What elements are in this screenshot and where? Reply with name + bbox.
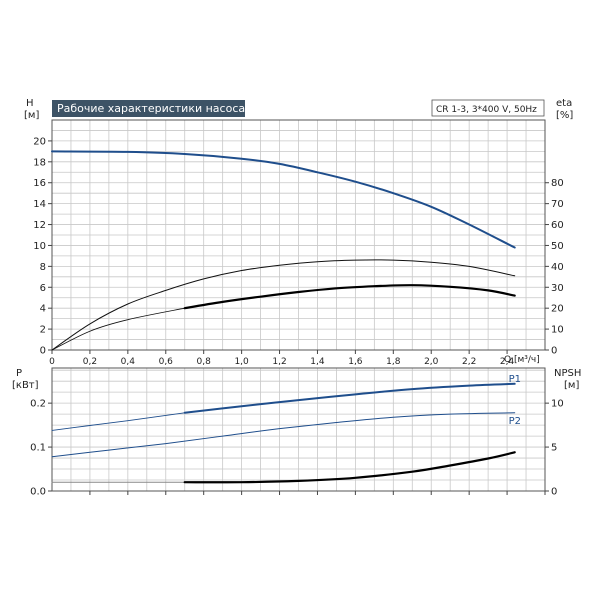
- plot-frame: [51, 119, 546, 351]
- series-line-1-2: [51, 412, 516, 458]
- y-right-tick-label: 80: [551, 178, 564, 189]
- y-left-tick-label: 0: [40, 346, 46, 357]
- bottom-y-right-unit: [м]: [564, 380, 579, 391]
- y-left-tick-label: 12: [33, 220, 46, 231]
- y-right-tick-label: 20: [551, 304, 564, 315]
- x-tick-label: 2,0: [424, 357, 439, 367]
- y-left-tick-label: 4: [40, 304, 46, 315]
- x-tick-label: 0,8: [197, 357, 212, 367]
- series-line-0-2: [51, 307, 186, 351]
- y-left-tick-label: 0.2: [30, 399, 46, 410]
- y-right-tick-label: 30: [551, 283, 564, 294]
- y-left-tick-label: 14: [33, 199, 46, 210]
- top-y-left-unit: [м]: [24, 110, 39, 121]
- chart-subtitle-box: [431, 99, 545, 117]
- chart-title: Рабочие характеристики насоса: [57, 102, 245, 115]
- y-right-tick-label: 60: [551, 220, 564, 231]
- bottom-y-right-label: NPSH: [554, 368, 581, 379]
- bottom-y-left-label: P: [16, 368, 22, 379]
- y-left-tick-label: 18: [33, 157, 46, 168]
- y-right-tick-label: 50: [551, 241, 564, 252]
- y-right-tick-label: 10: [551, 399, 564, 410]
- x-tick-label: 1,4: [310, 357, 325, 367]
- y-left-tick-label: 2: [40, 325, 46, 336]
- top-y-left-label: H: [26, 98, 34, 109]
- y-right-tick-label: 70: [551, 199, 564, 210]
- top-y-right-unit: [%]: [556, 110, 573, 121]
- x-tick-label: 1,0: [234, 357, 249, 367]
- top-y-right-label: eta: [556, 98, 572, 109]
- series-label-p2: P2: [509, 416, 521, 427]
- y-left-tick-label: 10: [33, 241, 46, 252]
- y-right-tick-label: 10: [551, 325, 564, 336]
- y-right-tick-label: 5: [551, 443, 557, 454]
- x-tick-label: 1,6: [348, 357, 363, 367]
- y-left-tick-label: 0.1: [30, 443, 46, 454]
- y-left-tick-label: 0.0: [30, 487, 46, 498]
- x-tick-label: 1,2: [272, 357, 286, 367]
- series-line-0-3: [183, 284, 516, 310]
- chart-title-box: [52, 100, 245, 117]
- series-line-1-0: [51, 412, 186, 431]
- x-tick-label: 2,2: [462, 357, 476, 367]
- x-tick-label: 0,6: [159, 357, 174, 367]
- y-left-tick-label: 8: [40, 262, 46, 273]
- y-left-tick-label: 6: [40, 283, 46, 294]
- y-right-tick-label: 0: [551, 487, 557, 498]
- series-line-0-0: [51, 150, 516, 249]
- x-tick-label: 0: [49, 357, 55, 367]
- y-left-tick-label: 20: [33, 136, 46, 147]
- x-tick-label: 2,4: [500, 357, 515, 367]
- series-label-p1: P1: [509, 374, 521, 385]
- series-line-1-4: [183, 451, 516, 484]
- x-tick-label: 0,4: [121, 357, 136, 367]
- chart-subtitle: CR 1-3, 3*400 V, 50Hz: [436, 105, 537, 115]
- y-left-tick-label: 16: [33, 178, 46, 189]
- x-tick-label: 1,8: [386, 357, 401, 367]
- y-right-tick-label: 40: [551, 262, 564, 273]
- top-x-unit-label: Q [м³/ч]: [504, 355, 540, 365]
- x-tick-label: 0,2: [83, 357, 97, 367]
- series-line-0-1: [51, 259, 516, 351]
- y-right-tick-label: 0: [551, 346, 557, 357]
- bottom-y-left-unit: [кВт]: [12, 380, 39, 391]
- plot-frame: [51, 367, 546, 492]
- series-line-1-1: [183, 382, 516, 414]
